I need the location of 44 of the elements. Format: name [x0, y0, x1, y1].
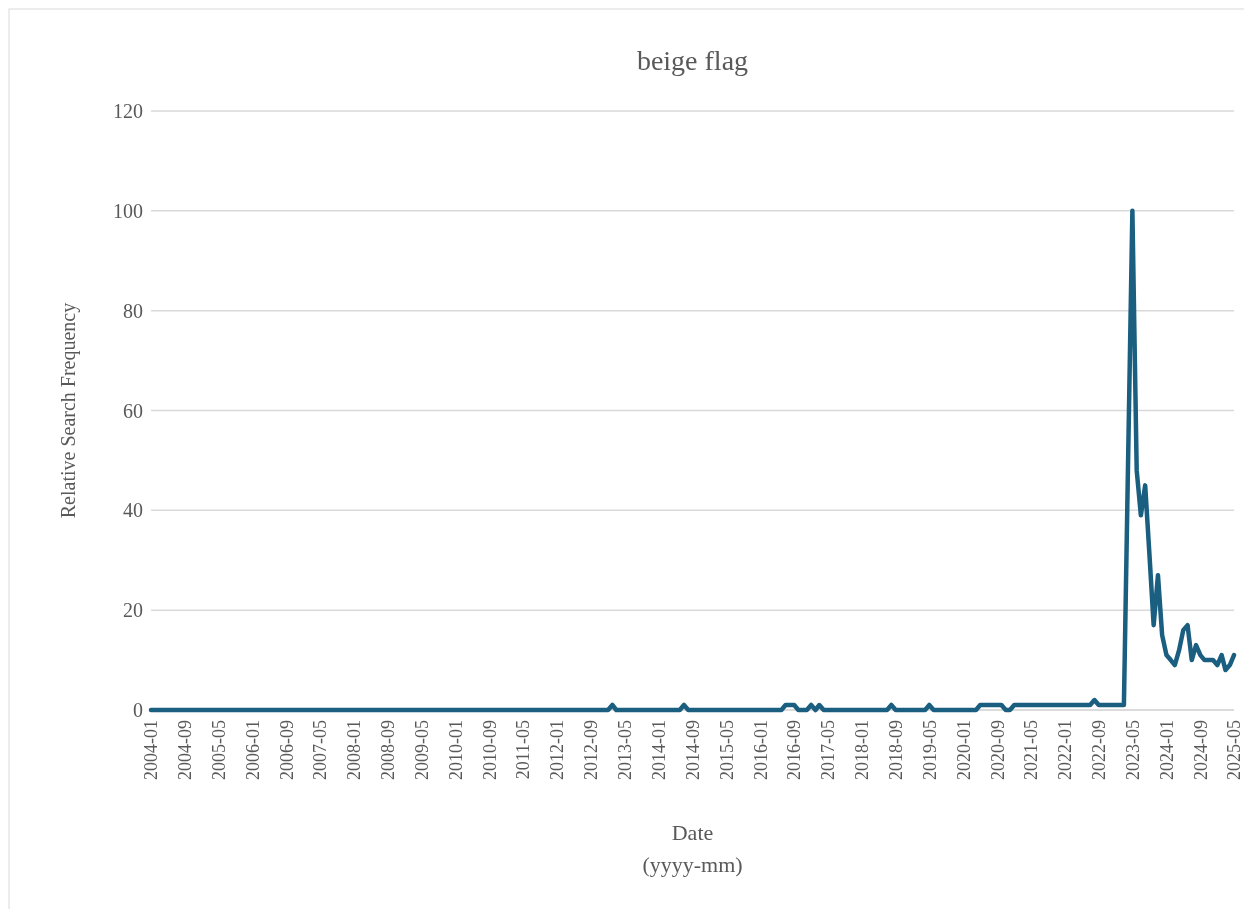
x-tick-label: 2006-09: [276, 720, 297, 780]
x-tick-label: 2020-01: [953, 720, 974, 780]
x-axis-title: Date (yyyy-mm): [642, 820, 743, 877]
y-tick-label: 60: [123, 399, 143, 422]
y-tick-label: 120: [113, 100, 143, 122]
x-tick-label: 2008-09: [378, 720, 399, 780]
x-tick-label: 2012-09: [581, 720, 602, 780]
y-tick-label: 80: [123, 299, 143, 322]
x-tick-label: 2023-05: [1122, 720, 1143, 780]
x-tick-label: 2020-09: [987, 720, 1008, 780]
x-tick-label: 2018-01: [852, 720, 873, 780]
y-tick-label: 20: [123, 599, 143, 622]
chart-title: beige flag: [636, 44, 749, 76]
y-tick-label: 0: [133, 699, 143, 721]
x-tick-label: 2025-05: [1224, 720, 1244, 780]
x-tick-label: 2007-05: [310, 720, 331, 780]
x-tick-label: 2022-01: [1055, 720, 1076, 780]
line-series: [148, 208, 1237, 713]
x-tick-label: 2012-01: [547, 720, 568, 780]
x-tick-label: 2011-05: [513, 720, 534, 780]
x-tick-label: 2009-05: [411, 720, 432, 780]
x-tick-label: 2017-05: [818, 720, 839, 780]
x-tick-label: 2024-09: [1190, 720, 1211, 780]
x-tick-label: 2022-09: [1089, 720, 1110, 780]
y-axis-title: Relative Search Frequency: [57, 302, 80, 519]
x-tick-label: 2004-01: [141, 720, 162, 780]
x-tick-label: 2013-05: [615, 720, 636, 780]
x-tick-label: 2008-01: [344, 720, 365, 780]
x-tick-label: 2024-01: [1156, 720, 1177, 780]
y-tick-label: 100: [113, 199, 143, 222]
x-tick-label: 2006-01: [242, 720, 263, 780]
x-tick-label: 2010-01: [446, 720, 466, 780]
x-tick-label: 2005-05: [208, 720, 229, 780]
x-tick-label: 2018-09: [885, 720, 906, 780]
x-tick-label: 2016-01: [750, 720, 771, 780]
x-tick-label: 2016-09: [784, 720, 805, 780]
x-tick-label: 2021-05: [1021, 720, 1042, 780]
x-tick-label: 2014-01: [649, 720, 670, 780]
y-tick-label: 40: [123, 499, 143, 522]
x-tick-label: 2004-09: [175, 720, 196, 780]
x-tick-label: 2014-09: [682, 720, 703, 780]
x-tick-label: 2015-05: [716, 720, 737, 780]
x-tick-label: 2010-09: [479, 720, 500, 780]
x-tick-label: 2019-05: [919, 720, 940, 780]
